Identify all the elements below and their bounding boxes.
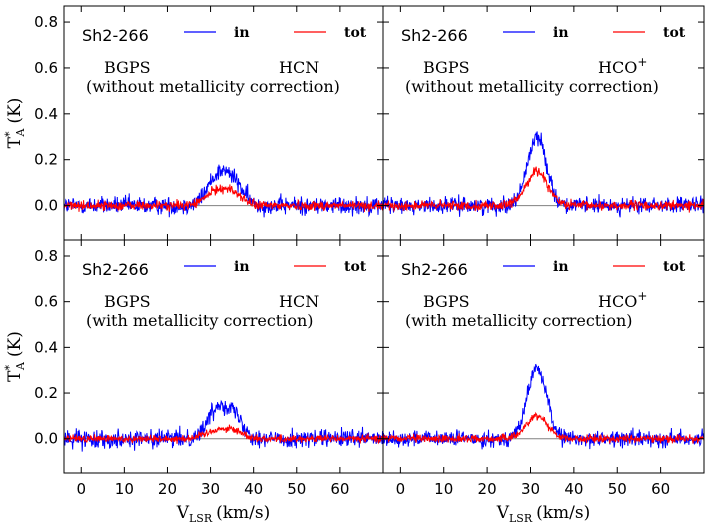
correction-label: (without metallicity correction)	[86, 77, 340, 96]
molecule-name: HCN	[279, 292, 319, 311]
x-tick-label: 30	[521, 480, 540, 498]
axes-frame	[382, 239, 705, 474]
x-tick-label: 60	[651, 480, 670, 498]
plot-area	[383, 363, 704, 450]
series-in-line	[64, 399, 383, 452]
x-tick-label: 30	[201, 480, 220, 498]
correction-label: (with metallicity correction)	[405, 311, 633, 330]
series-tot-line	[64, 424, 383, 445]
survey-label: BGPS	[104, 292, 151, 311]
legend-tot-label: tot	[344, 259, 367, 275]
plot-area	[64, 164, 383, 218]
y-axis-label: T*A(K)	[3, 98, 27, 149]
legend-in-label: in	[553, 259, 569, 275]
x-tick-label: 0	[396, 480, 406, 498]
y-axis-label: T*A(K)	[3, 331, 27, 382]
y-tick-label: 0.0	[34, 430, 58, 448]
legend-tot-label: tot	[663, 259, 686, 275]
series-tot-line	[383, 166, 704, 213]
series-in-line	[383, 363, 704, 450]
molecule-label: HCO+	[598, 55, 647, 77]
source-label: Sh2-266	[82, 26, 149, 45]
survey-label: BGPS	[104, 58, 151, 77]
x-tick-label: 0	[76, 480, 86, 498]
y-tick-label: 0.6	[34, 293, 58, 311]
legend-tot-label: tot	[663, 25, 686, 41]
correction-label: (without metallicity correction)	[405, 77, 659, 96]
molecule-charge: +	[637, 55, 647, 69]
plot-area	[64, 399, 383, 452]
legend-tot-label: tot	[344, 25, 367, 41]
x-tick-label: 50	[287, 480, 306, 498]
x-tick-label: 20	[158, 480, 177, 498]
y-tick-label: 0.2	[34, 384, 58, 402]
source-label: Sh2-266	[401, 26, 468, 45]
survey-label: BGPS	[423, 58, 470, 77]
molecule-name: HCO	[598, 58, 637, 77]
x-tick-label: 10	[434, 480, 453, 498]
molecule-label: HCO+	[598, 289, 647, 311]
y-tick-label: 0.6	[34, 59, 58, 77]
molecule-charge: +	[637, 289, 647, 303]
y-tick-label: 0.4	[34, 105, 58, 123]
correction-label: (with metallicity correction)	[86, 311, 314, 330]
legend-in-label: in	[553, 25, 569, 41]
legend-in-label: in	[234, 25, 250, 41]
x-axis-label: VLSR (km/s)	[496, 503, 591, 525]
x-tick-label: 20	[478, 480, 497, 498]
y-tick-label: 0.4	[34, 338, 58, 356]
molecule-label: HCN	[279, 58, 319, 77]
panel-3: 0 10 20 30 40 50 60 0.0 0.2 0.4 0.6 0.8 Sh2-266 BGPS H…	[3, 239, 384, 525]
series-tot-line	[64, 184, 383, 212]
x-tick-label: 60	[330, 480, 349, 498]
molecule-label: HCN	[279, 292, 319, 311]
legend-in-label: in	[234, 259, 250, 275]
source-label: Sh2-266	[82, 260, 149, 279]
molecule-name: HCN	[279, 58, 319, 77]
y-tick-label: 0.8	[34, 247, 58, 265]
x-tick-label: 10	[115, 480, 134, 498]
molecule-name: HCO	[598, 292, 637, 311]
y-tick-label: 0.8	[34, 13, 58, 31]
y-tick-label: 0.0	[34, 197, 58, 215]
x-tick-label: 40	[244, 480, 263, 498]
x-tick-label: 40	[564, 480, 583, 498]
x-axis-label: VLSR (km/s)	[176, 503, 271, 525]
source-label: Sh2-266	[401, 260, 468, 279]
y-tick-label: 0.2	[34, 151, 58, 169]
x-tick-label: 50	[608, 480, 627, 498]
survey-label: BGPS	[423, 292, 470, 311]
panel-1: 0.0 0.2 0.4 0.6 0.8 Sh2-266 BGPS HCN(without me…	[3, 5, 384, 241]
plot-area	[383, 131, 704, 218]
series-tot-line	[383, 411, 704, 444]
